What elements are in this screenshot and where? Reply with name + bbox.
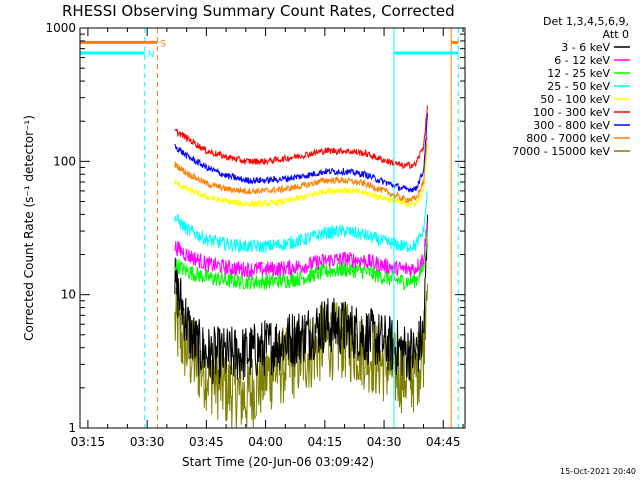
series-line-7: [174, 136, 428, 204]
legend-label-4: 50 - 100 keV: [540, 93, 610, 106]
y-tick-label-1: 10: [61, 288, 76, 302]
x-axis-label: Start Time (20-Jun-06 03:09:42): [182, 455, 374, 469]
legend-label-8: 7000 - 15000 keV: [512, 145, 610, 158]
y-tick-label-3: 1000: [45, 21, 76, 35]
series-line-3: [174, 190, 428, 254]
legend-label-1: 6 - 12 keV: [554, 54, 610, 67]
legend-label-5: 100 - 300 keV: [533, 106, 610, 119]
legend-label-7: 800 - 7000 keV: [526, 132, 610, 145]
y-tick-label-0: 1: [68, 421, 76, 435]
plot-frame: [79, 27, 466, 429]
x-tick-label-0: 03:15: [71, 435, 106, 449]
flag-label-S: S: [160, 39, 166, 49]
x-tick-label-5: 04:30: [367, 435, 402, 449]
y-tick-label-2: 100: [53, 154, 76, 168]
series-line-5: [174, 105, 428, 170]
x-tick-label-2: 03:45: [189, 435, 224, 449]
flag-label-N: N: [148, 50, 155, 60]
generation-timestamp: 15-Oct-2021 20:40: [560, 467, 636, 476]
series-line-0: [174, 214, 428, 385]
axes: 03:15 03:30 03:45 04:00 04:15 04:30 04:45 1 10 10…: [45, 21, 466, 449]
legend-label-6: 300 - 800 keV: [533, 119, 610, 132]
x-tick-label-3: 04:00: [248, 435, 283, 449]
legend-header-0: Det 1,3,4,5,6,9,: [543, 15, 629, 28]
legend-label-3: 25 - 50 keV: [547, 80, 610, 93]
series-line-6: [174, 112, 428, 193]
plot-area: SN: [80, 28, 459, 429]
series-line-4: [174, 143, 428, 209]
x-tick-label-6: 04:45: [426, 435, 461, 449]
chart-title: RHESSI Observing Summary Count Rates, Co…: [62, 2, 455, 20]
x-tick-label-1: 03:30: [130, 435, 165, 449]
series-line-2: [174, 225, 428, 291]
x-tick-label-4: 04:15: [308, 435, 343, 449]
series-line-1: [174, 222, 428, 278]
y-axis-label: Corrected Count Rate (s⁻¹ detector⁻¹): [22, 115, 36, 341]
legend-header-1: Att 0: [603, 28, 629, 41]
legend-label-2: 12 - 25 keV: [547, 67, 610, 80]
legend-label-0: 3 - 6 keV: [561, 41, 610, 54]
